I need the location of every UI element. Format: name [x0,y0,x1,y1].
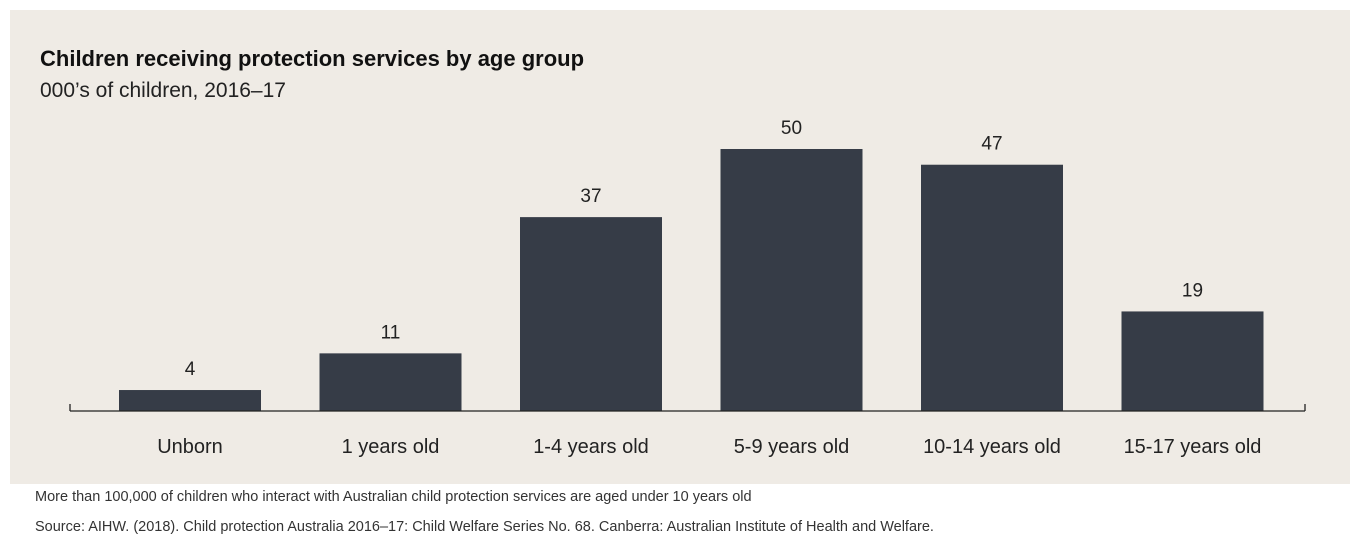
data-label: 47 [981,134,1002,155]
bar [520,217,662,411]
bar [319,353,462,411]
data-label: 19 [1182,280,1203,301]
x-tick-label: 15-17 years old [1124,436,1262,458]
x-tick-label: 1-4 years old [533,436,649,458]
bar [921,164,1063,411]
bar [1121,311,1264,411]
data-label: 11 [381,322,401,343]
data-label: 50 [781,118,802,139]
bar [720,149,863,411]
data-label: 37 [580,186,601,207]
data-label: 4 [185,359,196,380]
source-note: Source: AIHW. (2018). Child protection A… [35,519,934,535]
chart-title: Children receiving protection services b… [40,46,585,71]
x-tick-label: 5-9 years old [734,436,850,458]
bar [119,390,261,411]
footnote: More than 100,000 of children who intera… [35,489,752,505]
chart-subtitle: 000’s of children, 2016–17 [40,79,286,102]
x-tick-label: Unborn [157,436,223,458]
x-tick-label: 1 years old [342,436,440,458]
x-tick-label: 10-14 years old [923,436,1061,458]
